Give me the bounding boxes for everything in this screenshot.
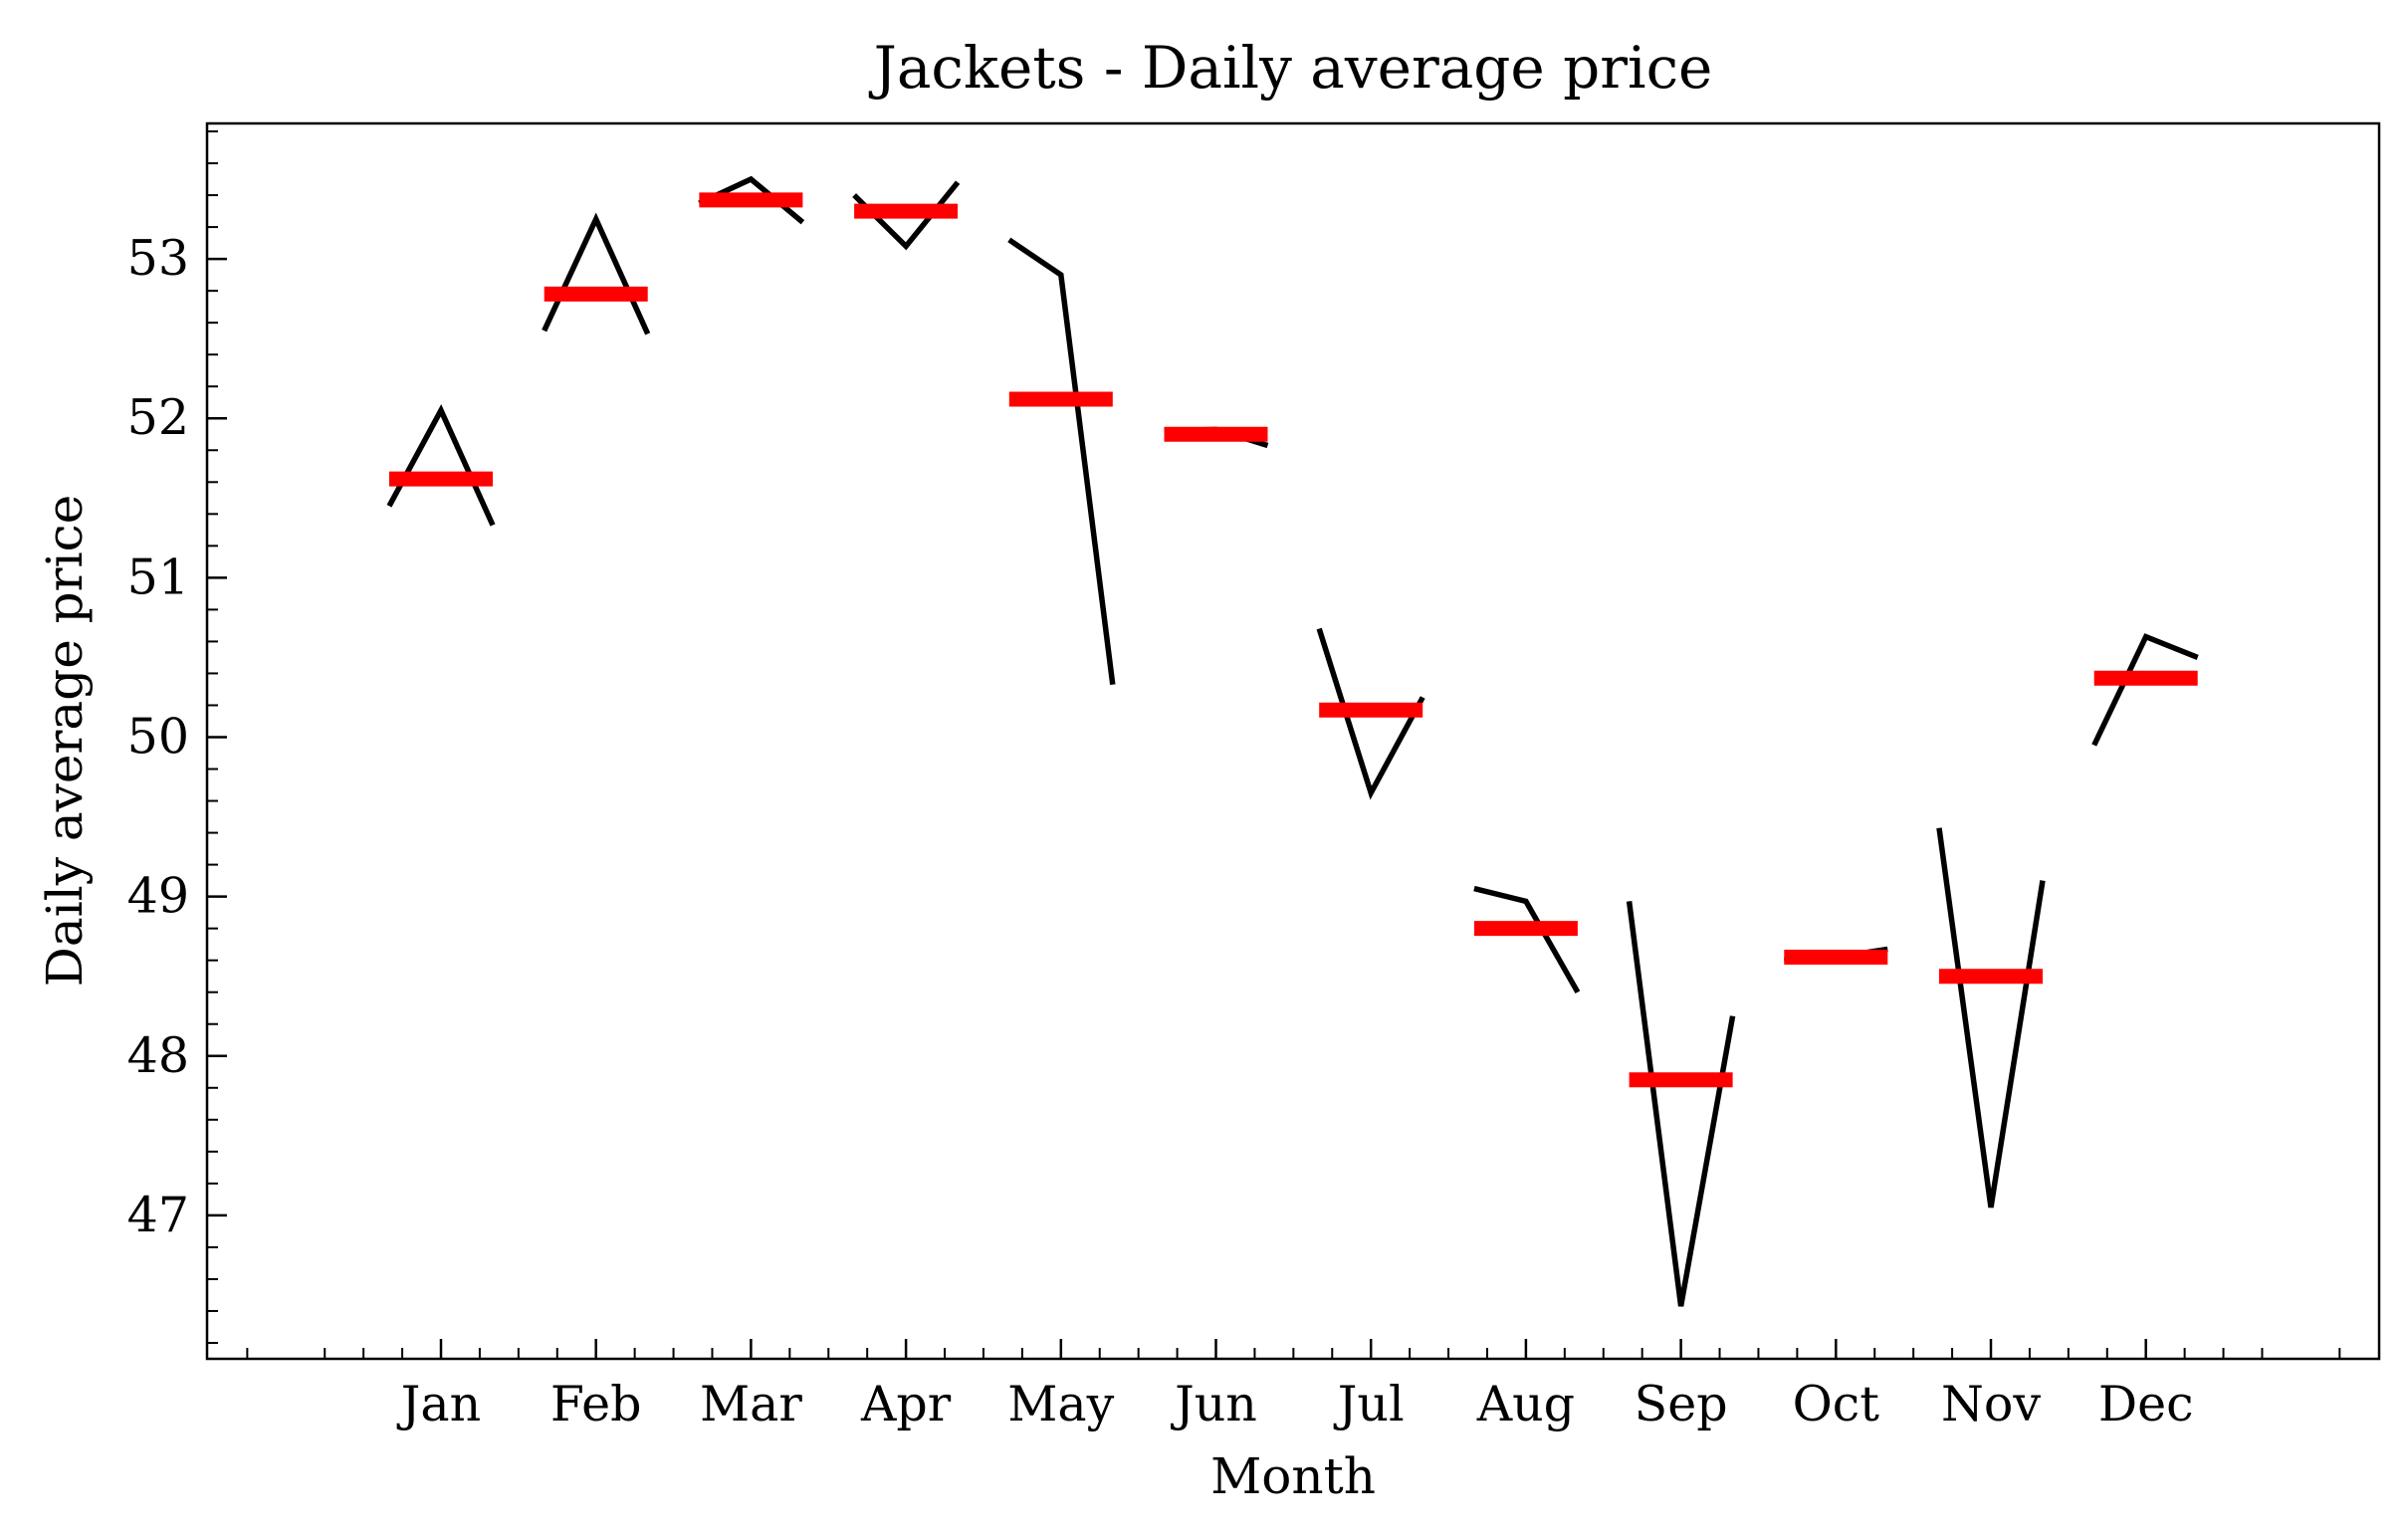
x-tick-label: Sep	[1635, 1376, 1728, 1432]
monthly-mean-series	[389, 192, 2198, 1088]
daily-price-series	[386, 175, 2199, 1307]
y-tick-label: 50	[127, 708, 189, 765]
x-tick-label: Apr	[860, 1376, 952, 1432]
x-tick-label: Mar	[700, 1376, 802, 1432]
x-tick-label: Nov	[1941, 1376, 2041, 1432]
x-tick-label: Dec	[2098, 1376, 2194, 1432]
y-tick-label: 53	[127, 230, 189, 287]
y-tick-label: 48	[127, 1027, 189, 1084]
chart-title: Jackets - Daily average price	[869, 34, 1713, 102]
x-tick-label: Feb	[550, 1376, 642, 1432]
plot-area	[205, 121, 2381, 1361]
daily-price-segment	[1473, 885, 1581, 994]
y-tick-label: 49	[127, 868, 189, 925]
daily-price-segment	[386, 404, 496, 527]
y-axis-label: Daily average price	[36, 495, 94, 987]
x-axis-label: Month	[1210, 1447, 1376, 1505]
x-tick-label: Jan	[396, 1376, 481, 1432]
y-tick-label: 47	[127, 1187, 189, 1243]
daily-price-segment	[1936, 827, 2046, 1209]
x-tick-label: May	[1007, 1376, 1114, 1432]
x-tick-label: Aug	[1476, 1376, 1575, 1432]
x-tick-label: Jun	[1170, 1376, 1257, 1432]
x-axis: Jan Feb Mar Apr May Jun Jul Aug Sep Oct Nov Dec	[246, 1339, 2341, 1432]
daily-price-segment	[1007, 237, 1116, 686]
daily-price-segment	[542, 212, 651, 335]
daily-price-segment	[1626, 901, 1736, 1307]
y-axis: 47 48 49 50 51 52 53	[127, 130, 227, 1344]
daily-price-segment	[1316, 627, 1425, 800]
x-tick-label: Jul	[1333, 1376, 1405, 1432]
y-tick-label: 52	[127, 389, 189, 446]
daily-price-segment	[2091, 633, 2199, 747]
y-tick-label: 51	[127, 549, 189, 605]
x-tick-label: Oct	[1793, 1376, 1880, 1432]
